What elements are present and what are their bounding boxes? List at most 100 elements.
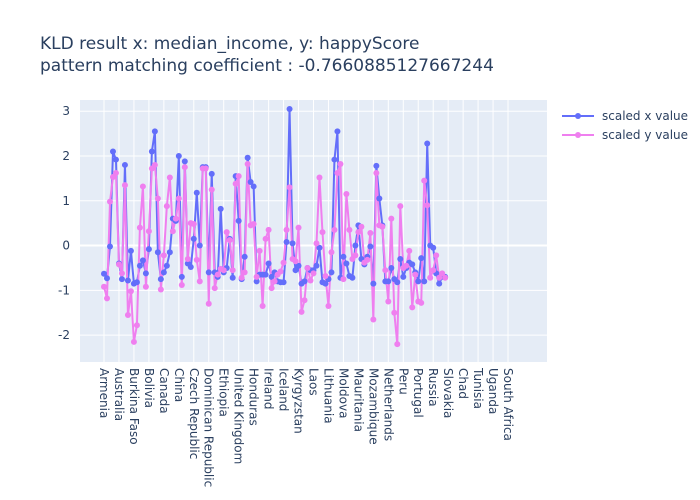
data-point-y[interactable] xyxy=(433,252,440,259)
data-point-y[interactable] xyxy=(139,183,146,190)
data-point-y[interactable] xyxy=(229,267,236,274)
data-point-y[interactable] xyxy=(163,203,170,210)
data-point-y[interactable] xyxy=(310,270,317,277)
data-point-x[interactable] xyxy=(397,255,404,262)
data-point-y[interactable] xyxy=(190,221,197,228)
data-point-x[interactable] xyxy=(280,279,287,286)
data-point-x[interactable] xyxy=(166,249,173,256)
data-point-y[interactable] xyxy=(328,249,335,256)
data-point-x[interactable] xyxy=(340,253,347,260)
data-point-y[interactable] xyxy=(325,303,332,310)
data-point-y[interactable] xyxy=(268,285,275,292)
data-point-x[interactable] xyxy=(388,264,395,271)
data-point-y[interactable] xyxy=(154,195,161,202)
data-point-x[interactable] xyxy=(244,154,251,161)
data-point-y[interactable] xyxy=(253,273,260,280)
data-point-y[interactable] xyxy=(157,286,164,293)
data-point-x[interactable] xyxy=(250,183,257,190)
data-point-y[interactable] xyxy=(391,309,398,316)
data-point-y[interactable] xyxy=(238,274,245,281)
data-point-x[interactable] xyxy=(148,148,155,155)
data-point-y[interactable] xyxy=(136,224,143,231)
data-point-x[interactable] xyxy=(373,162,380,169)
data-point-x[interactable] xyxy=(139,257,146,264)
data-point-x[interactable] xyxy=(292,267,299,274)
data-point-y[interactable] xyxy=(226,237,233,244)
data-point-y[interactable] xyxy=(172,215,179,222)
data-point-y[interactable] xyxy=(421,177,428,184)
data-point-y[interactable] xyxy=(304,264,311,271)
data-point-y[interactable] xyxy=(352,252,359,259)
data-point-x[interactable] xyxy=(241,253,248,260)
data-point-x[interactable] xyxy=(385,278,392,285)
data-point-y[interactable] xyxy=(316,174,323,181)
data-point-x[interactable] xyxy=(217,205,224,212)
data-point-x[interactable] xyxy=(331,156,338,163)
legend-item-y[interactable]: scaled y value xyxy=(560,125,688,144)
data-point-x[interactable] xyxy=(142,270,149,277)
data-point-x[interactable] xyxy=(205,269,212,276)
data-point-y[interactable] xyxy=(193,256,200,263)
data-point-y[interactable] xyxy=(151,161,158,168)
data-point-x[interactable] xyxy=(265,260,272,267)
data-point-y[interactable] xyxy=(388,215,395,222)
data-point-y[interactable] xyxy=(295,224,302,231)
data-point-y[interactable] xyxy=(211,285,218,292)
data-point-x[interactable] xyxy=(190,235,197,242)
data-point-x[interactable] xyxy=(154,249,161,256)
data-point-x[interactable] xyxy=(283,238,290,245)
data-point-y[interactable] xyxy=(256,247,263,254)
data-point-y[interactable] xyxy=(292,258,299,265)
data-point-y[interactable] xyxy=(175,195,182,202)
data-point-y[interactable] xyxy=(106,198,113,205)
data-point-x[interactable] xyxy=(145,246,152,253)
data-point-x[interactable] xyxy=(109,148,116,155)
data-point-y[interactable] xyxy=(130,338,137,345)
data-point-y[interactable] xyxy=(358,223,365,230)
data-point-x[interactable] xyxy=(112,156,119,163)
data-point-x[interactable] xyxy=(106,243,113,250)
data-point-x[interactable] xyxy=(103,275,110,282)
data-point-y[interactable] xyxy=(202,165,209,172)
data-point-x[interactable] xyxy=(262,271,269,278)
data-point-y[interactable] xyxy=(418,299,425,306)
data-point-y[interactable] xyxy=(208,186,215,193)
data-point-x[interactable] xyxy=(424,140,431,147)
data-point-x[interactable] xyxy=(118,276,125,283)
data-point-y[interactable] xyxy=(265,226,272,233)
data-point-y[interactable] xyxy=(250,221,257,228)
data-point-y[interactable] xyxy=(367,230,374,237)
data-point-y[interactable] xyxy=(232,180,239,187)
data-point-y[interactable] xyxy=(124,311,131,318)
data-point-y[interactable] xyxy=(103,295,110,302)
data-point-x[interactable] xyxy=(235,217,242,224)
data-point-x[interactable] xyxy=(418,255,425,262)
data-point-x[interactable] xyxy=(247,178,254,185)
data-point-y[interactable] xyxy=(133,322,140,329)
data-point-y[interactable] xyxy=(340,276,347,283)
data-point-y[interactable] xyxy=(101,283,107,290)
data-point-y[interactable] xyxy=(112,170,119,177)
data-point-y[interactable] xyxy=(355,229,362,236)
data-point-x[interactable] xyxy=(127,247,134,254)
data-point-x[interactable] xyxy=(101,270,107,277)
data-point-y[interactable] xyxy=(409,304,416,311)
data-point-y[interactable] xyxy=(346,226,353,233)
data-point-y[interactable] xyxy=(169,228,176,235)
data-point-x[interactable] xyxy=(133,279,140,286)
data-point-y[interactable] xyxy=(364,256,371,263)
data-point-y[interactable] xyxy=(331,226,338,233)
data-point-y[interactable] xyxy=(322,273,329,280)
data-point-y[interactable] xyxy=(262,235,269,242)
data-point-y[interactable] xyxy=(283,226,290,233)
data-point-y[interactable] xyxy=(178,281,185,288)
data-point-y[interactable] xyxy=(280,259,287,266)
data-point-y[interactable] xyxy=(427,274,434,281)
data-point-y[interactable] xyxy=(142,283,149,290)
data-point-y[interactable] xyxy=(214,271,221,278)
data-point-x[interactable] xyxy=(415,278,422,285)
data-point-x[interactable] xyxy=(328,269,335,276)
data-point-y[interactable] xyxy=(307,277,314,284)
data-point-x[interactable] xyxy=(178,273,185,280)
data-point-y[interactable] xyxy=(298,308,305,315)
